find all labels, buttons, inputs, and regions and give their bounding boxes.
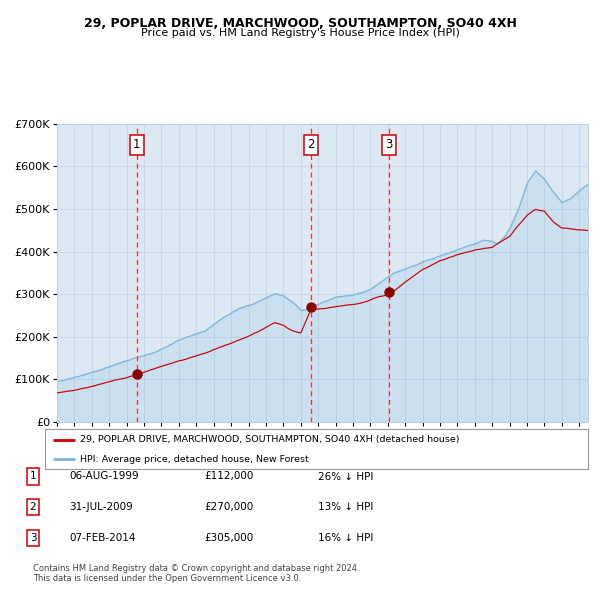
Text: 2: 2 <box>307 138 314 151</box>
Text: 31-JUL-2009: 31-JUL-2009 <box>69 502 133 512</box>
Text: 26% ↓ HPI: 26% ↓ HPI <box>318 471 373 481</box>
Text: 2: 2 <box>29 502 37 512</box>
Text: £112,000: £112,000 <box>204 471 253 481</box>
Text: 29, POPLAR DRIVE, MARCHWOOD, SOUTHAMPTON, SO40 4XH: 29, POPLAR DRIVE, MARCHWOOD, SOUTHAMPTON… <box>83 17 517 30</box>
Text: 29, POPLAR DRIVE, MARCHWOOD, SOUTHAMPTON, SO40 4XH (detached house): 29, POPLAR DRIVE, MARCHWOOD, SOUTHAMPTON… <box>80 435 460 444</box>
Text: HPI: Average price, detached house, New Forest: HPI: Average price, detached house, New … <box>80 454 309 464</box>
Text: 3: 3 <box>386 138 393 151</box>
Text: 3: 3 <box>29 533 37 543</box>
Text: 1: 1 <box>29 471 37 481</box>
Text: 16% ↓ HPI: 16% ↓ HPI <box>318 533 373 543</box>
Text: 13% ↓ HPI: 13% ↓ HPI <box>318 502 373 512</box>
Text: Contains HM Land Registry data © Crown copyright and database right 2024.
This d: Contains HM Land Registry data © Crown c… <box>33 563 359 583</box>
Text: 06-AUG-1999: 06-AUG-1999 <box>69 471 139 481</box>
Text: 1: 1 <box>133 138 140 151</box>
Text: £270,000: £270,000 <box>204 502 253 512</box>
Text: £305,000: £305,000 <box>204 533 253 543</box>
Text: 07-FEB-2014: 07-FEB-2014 <box>69 533 136 543</box>
Text: Price paid vs. HM Land Registry's House Price Index (HPI): Price paid vs. HM Land Registry's House … <box>140 28 460 38</box>
